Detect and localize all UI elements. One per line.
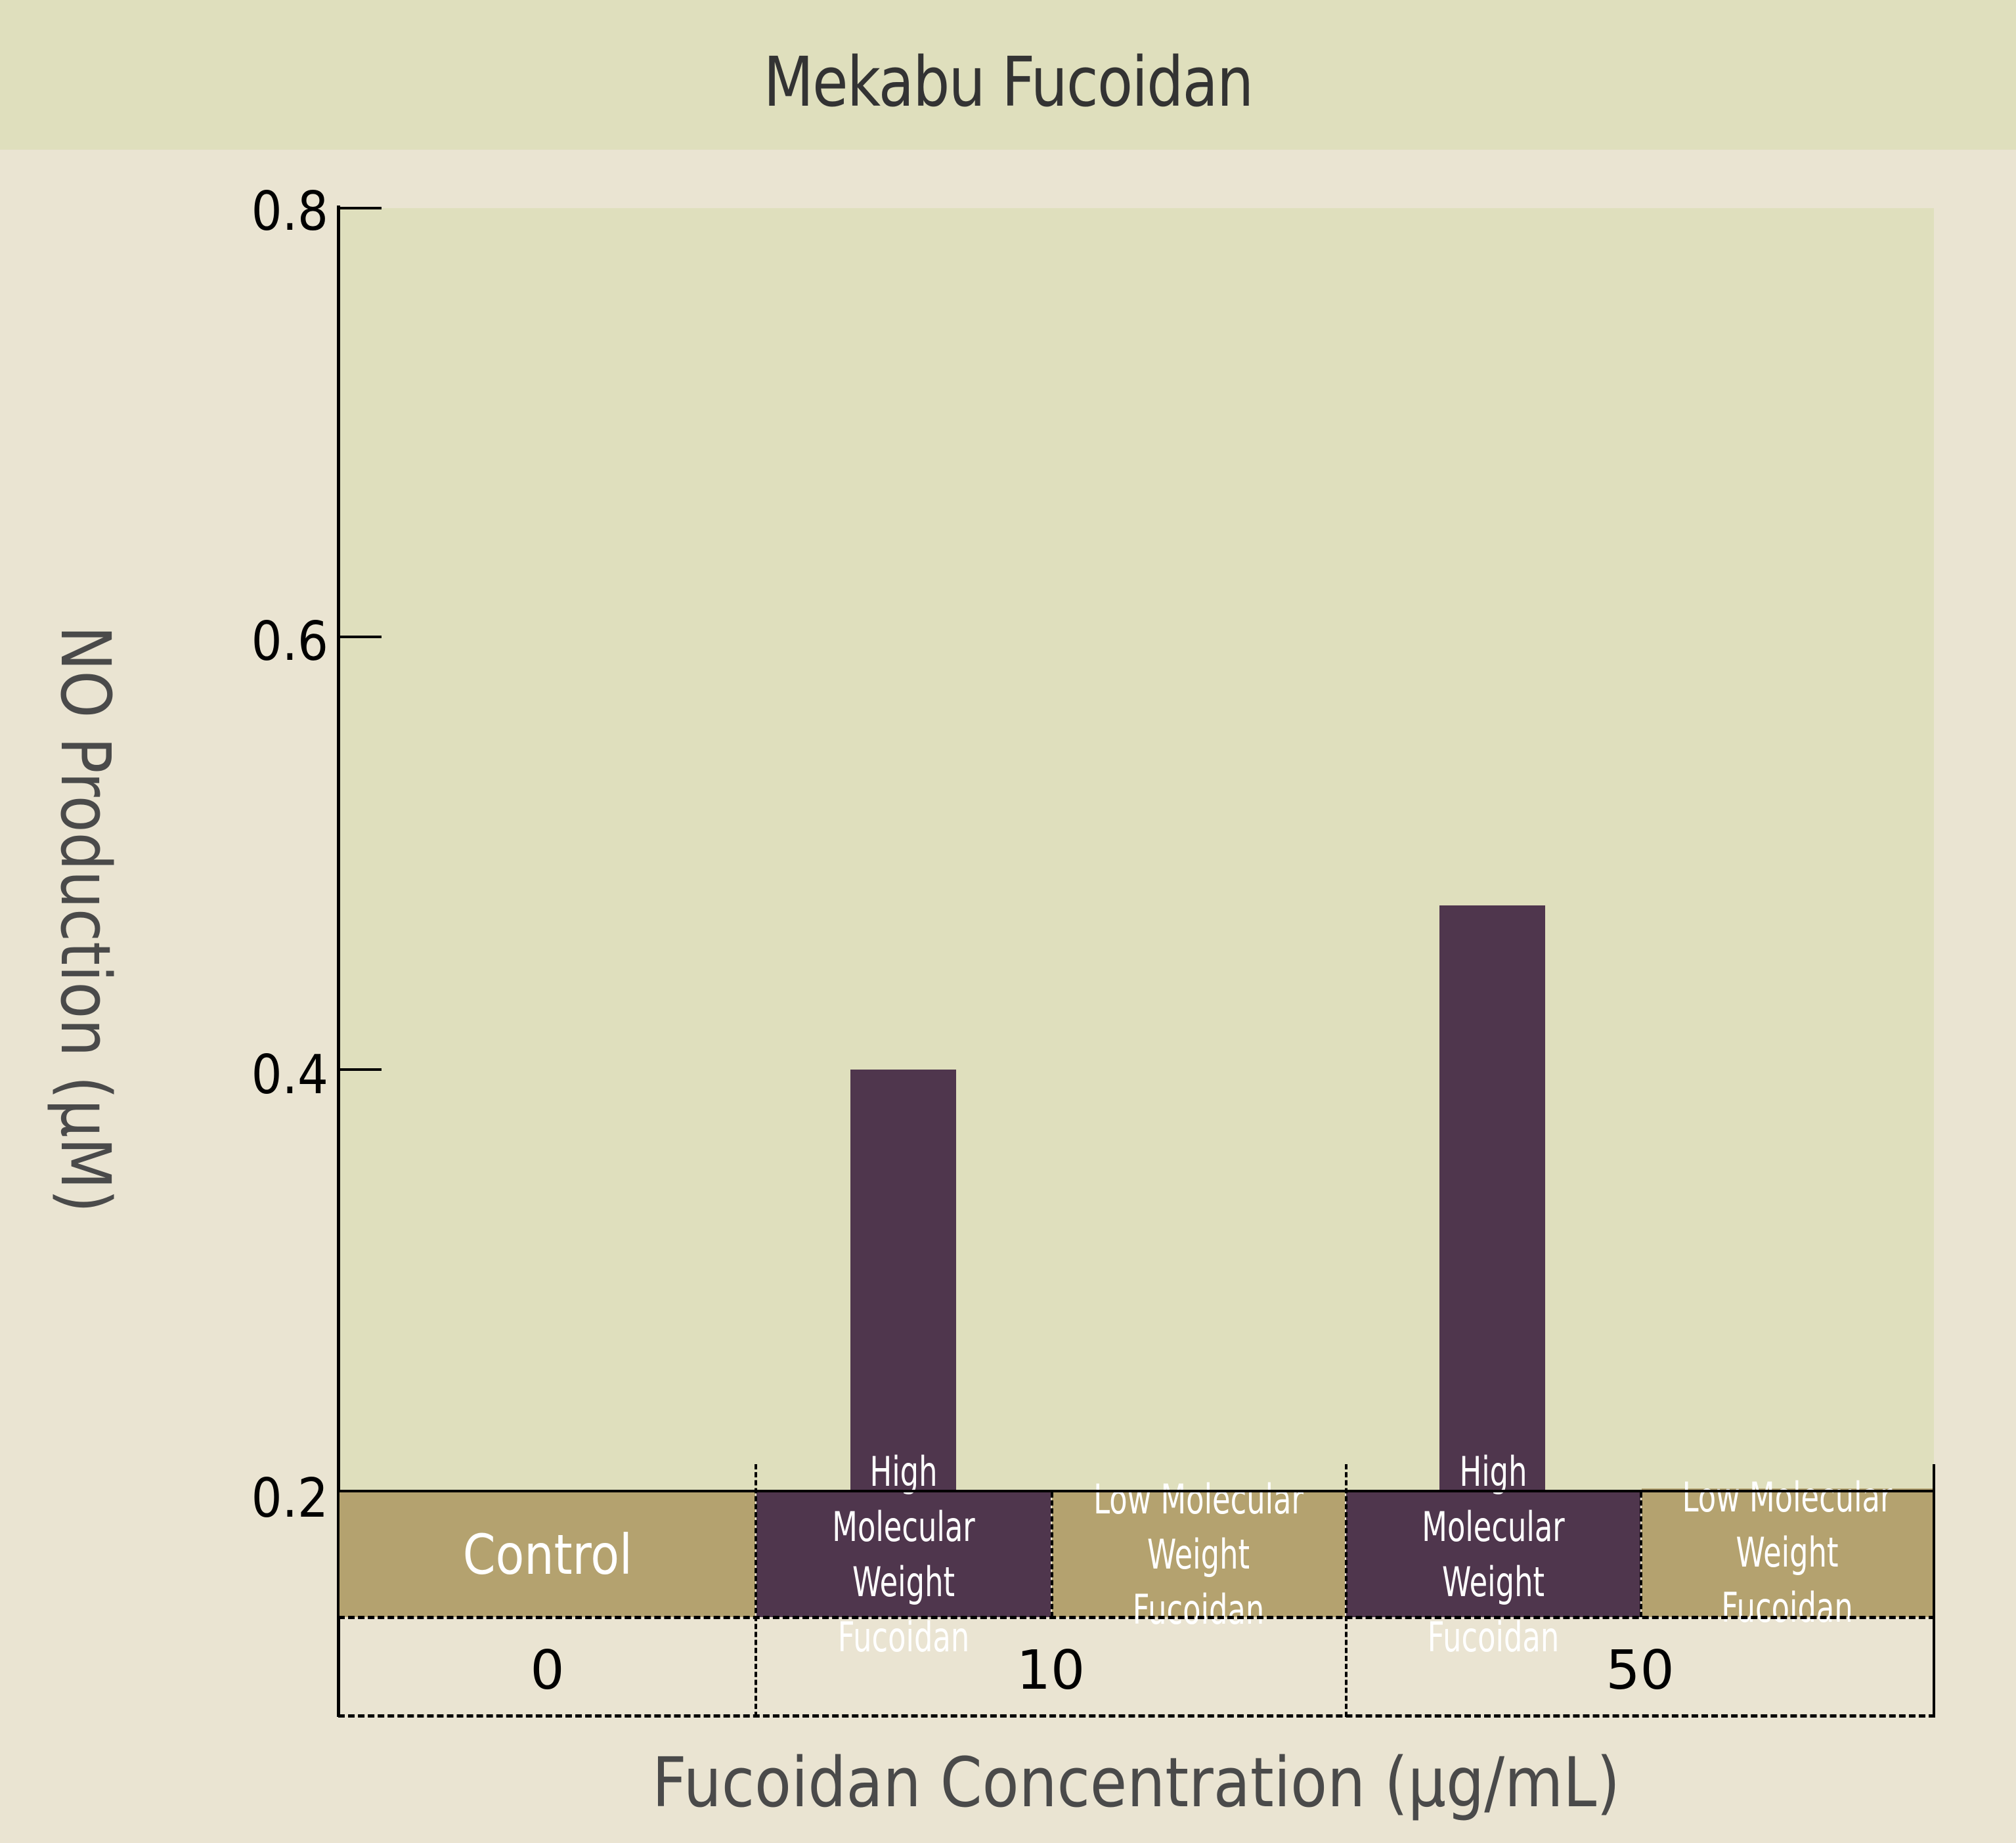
concentration-50: 50 — [1606, 1639, 1675, 1702]
right-edge-line — [1933, 1464, 1935, 1717]
bar-high-mw-10 — [850, 1070, 956, 1491]
group-divider — [755, 1464, 757, 1717]
x-axis-title: Fucoidan Concentration (µg/mL) — [652, 1743, 1620, 1823]
category-low-mw-50: Low Molecular Weight Fucoidan — [1642, 1473, 1933, 1632]
y-tick-0.4 — [337, 1068, 382, 1071]
category-control: Control — [340, 1492, 755, 1617]
subgroup-divider — [1051, 1492, 1053, 1617]
title-band — [0, 0, 2016, 150]
category-high-mw-50: High Molecular Weight Fucoidan — [1346, 1448, 1640, 1661]
y-axis-title: NO Production (µM) — [45, 625, 125, 1213]
label-band-bottom — [338, 1616, 1935, 1619]
category-label: Low Molecular Weight Fucoidan — [1663, 1470, 1911, 1636]
y-axis-line — [337, 206, 340, 1717]
label-line1: Low Molecular — [1682, 1473, 1893, 1521]
label-line1: Low Molecular — [1093, 1475, 1304, 1523]
y-tick-label: 0.2 — [251, 1467, 328, 1530]
chart-title: Mekabu Fucoidan — [763, 42, 1254, 122]
label-line2: Weight Fucoidan — [1427, 1558, 1560, 1661]
category-high-mw-10: High Molecular Weight Fucoidan — [756, 1448, 1051, 1661]
group-divider — [1345, 1464, 1348, 1717]
concentration-0: 0 — [530, 1639, 565, 1702]
plot-area — [340, 208, 1934, 1491]
label-line1: High Molecular — [832, 1448, 975, 1551]
category-label: Low Molecular Weight Fucoidan — [1074, 1472, 1323, 1637]
bar-high-mw-50 — [1439, 905, 1545, 1491]
category-label: Control — [462, 1523, 632, 1587]
concentration-band-bottom — [338, 1714, 1935, 1718]
label-line2: Weight Fucoidan — [837, 1558, 970, 1661]
y-tick-0.6 — [337, 636, 382, 638]
label-line2: Weight Fucoidan — [1132, 1530, 1265, 1634]
subgroup-divider — [1640, 1492, 1642, 1617]
concentration-10: 10 — [1016, 1639, 1085, 1702]
category-label: High Molecular Weight Fucoidan — [779, 1444, 1029, 1665]
baseline-0.2 — [337, 1490, 1934, 1492]
y-tick-label: 0.4 — [251, 1044, 328, 1106]
y-tick-label: 0.6 — [251, 611, 328, 673]
y-tick-label: 0.8 — [251, 181, 328, 243]
label-line2: Weight Fucoidan — [1721, 1529, 1853, 1632]
label-line1: High Molecular — [1422, 1448, 1565, 1551]
y-tick-0.8 — [337, 207, 382, 209]
category-low-mw-10: Low Molecular Weight Fucoidan — [1052, 1475, 1345, 1634]
category-label: High Molecular Weight Fucoidan — [1369, 1444, 1619, 1665]
